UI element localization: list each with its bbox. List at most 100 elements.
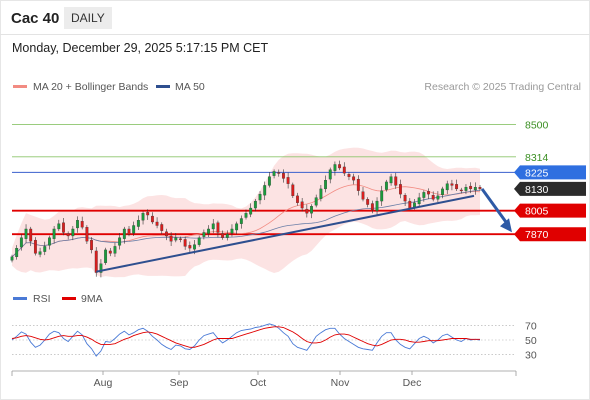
candle xyxy=(263,181,267,201)
candle-body xyxy=(431,195,435,200)
candle xyxy=(165,228,168,241)
candle xyxy=(305,204,309,218)
candle-body xyxy=(333,164,337,171)
candle-body xyxy=(328,169,332,180)
candle xyxy=(43,241,47,256)
candle xyxy=(104,247,108,265)
candle xyxy=(277,169,281,177)
candle-body xyxy=(155,221,159,226)
candle-body xyxy=(361,191,365,200)
candle xyxy=(352,173,356,185)
candle-body xyxy=(291,184,295,197)
candle xyxy=(450,179,454,191)
candle xyxy=(197,235,201,247)
candle xyxy=(455,179,459,191)
candle xyxy=(76,216,79,233)
candle xyxy=(394,172,398,189)
level-tag-8005 xyxy=(514,203,586,218)
level-tags: 8500 8314 8225 8130 8005 7870 xyxy=(514,119,586,242)
candle-body xyxy=(380,190,384,202)
candle xyxy=(90,237,93,254)
candle xyxy=(399,179,402,199)
candle-body xyxy=(272,171,276,176)
candle-body xyxy=(165,231,168,237)
candle xyxy=(286,172,290,189)
legend-rsi-label: RSI xyxy=(33,293,51,305)
level-tag-text-7870: 7870 xyxy=(525,229,549,241)
trendline-group xyxy=(96,188,512,273)
candle xyxy=(356,175,360,196)
candle-body xyxy=(394,176,398,186)
candle xyxy=(431,191,435,202)
candle xyxy=(253,198,257,212)
candle-body xyxy=(310,206,313,214)
candle-body xyxy=(207,228,210,234)
forecast-arrow-shaft xyxy=(480,188,511,228)
candle-body xyxy=(57,223,61,230)
candle xyxy=(136,215,140,231)
candle-body xyxy=(338,164,342,169)
candle xyxy=(118,232,122,250)
candle xyxy=(113,242,117,257)
candle-body xyxy=(239,218,243,224)
candle-body xyxy=(478,186,482,190)
candle-body xyxy=(235,223,239,231)
candle xyxy=(258,191,262,205)
x-tick-aug: Aug xyxy=(94,377,113,389)
rsi-tick-50: 50 xyxy=(525,335,537,347)
candle-body xyxy=(179,238,182,240)
x-axis: Aug Sep Oct Nov Dec xyxy=(11,370,517,389)
candle-body xyxy=(282,173,285,179)
candle-body xyxy=(389,176,393,184)
rsi-tick-70: 70 xyxy=(525,320,537,332)
price-levels xyxy=(12,123,516,236)
candle xyxy=(403,193,407,206)
candle-body xyxy=(267,176,271,186)
level-tag-8130 xyxy=(514,181,586,196)
candle-body xyxy=(347,174,351,177)
x-tick-dec: Dec xyxy=(403,377,422,389)
candle-body xyxy=(436,195,440,200)
candle-body xyxy=(211,223,215,230)
candle-body xyxy=(71,228,75,237)
candle-body xyxy=(300,201,304,209)
candle-body xyxy=(375,200,379,211)
level-tag-text-8130: 8130 xyxy=(525,184,549,196)
symbol-title: Cac 40 xyxy=(11,10,60,27)
candle xyxy=(333,161,337,176)
candle xyxy=(375,197,379,216)
datetime-label: Monday, December 29, 2025 5:17:15 PM CET xyxy=(12,41,269,55)
candle-body xyxy=(441,188,444,195)
rsi-ma-line xyxy=(11,326,480,348)
candle-body xyxy=(286,177,290,184)
candle-body xyxy=(38,251,42,255)
candle xyxy=(427,188,430,199)
candle xyxy=(441,186,444,199)
candle-body xyxy=(408,200,412,209)
rsi-line xyxy=(11,323,481,357)
candle xyxy=(48,235,51,250)
candle xyxy=(66,231,70,240)
candle xyxy=(272,169,276,179)
rsi-panel: 70 50 30 xyxy=(11,320,537,362)
candle xyxy=(179,236,182,243)
candle-body xyxy=(459,189,463,192)
candle xyxy=(132,221,136,236)
credit-text: Research © 2025 Trading Central xyxy=(424,81,581,93)
candle-body xyxy=(296,195,299,203)
candle-body xyxy=(342,166,346,174)
candle xyxy=(459,187,463,194)
candle-body xyxy=(62,222,65,233)
candle-body xyxy=(193,244,196,250)
forecast-arrow-head xyxy=(500,218,512,233)
x-tick-sep: Sep xyxy=(170,377,189,389)
candle xyxy=(324,175,327,193)
candle xyxy=(202,229,206,240)
candle xyxy=(239,215,243,229)
level-tag-8225 xyxy=(514,165,586,180)
period-button[interactable]: DAILY xyxy=(64,7,112,29)
candle xyxy=(422,190,426,202)
candle-body xyxy=(319,188,323,199)
candle-body xyxy=(464,186,468,191)
